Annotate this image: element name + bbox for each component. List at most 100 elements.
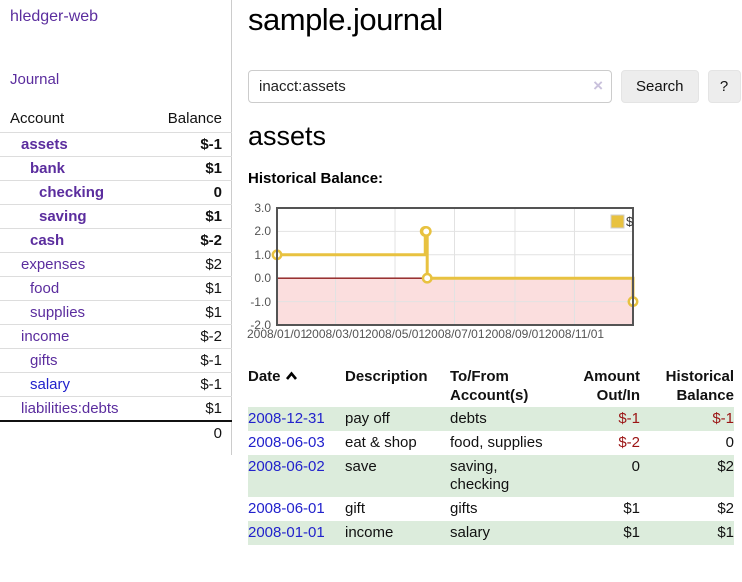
- sidebar-account-link[interactable]: income: [21, 328, 70, 345]
- register-accounts-cell: food, supplies: [450, 434, 543, 451]
- register-amount-cell: $-1: [618, 410, 640, 427]
- page-title: sample.journal: [248, 2, 443, 37]
- account-row: expenses $2: [0, 252, 232, 277]
- sidebar-account-link[interactable]: food: [30, 280, 60, 297]
- x-axis-tick-label: 2008/03/01: [305, 327, 366, 341]
- register-date-cell: 2008-06-02: [248, 455, 345, 497]
- y-axis-tick-label: 2.0: [254, 224, 271, 239]
- register-amount-cell: $1: [623, 524, 640, 541]
- accounts-table: Account Balance assets $-1 bank $1 checking 0…: [0, 106, 232, 445]
- register-description-cell: gift: [345, 500, 366, 517]
- register-header-amount: Amount Out/In: [583, 368, 640, 404]
- y-axis-tick-label: -1.0: [250, 294, 271, 309]
- account-heading: assets: [248, 121, 327, 151]
- transaction-date-link[interactable]: 2008-12-31: [248, 410, 325, 427]
- sidebar-account-balance: $1: [150, 276, 232, 301]
- account-row: cash $-2: [0, 228, 232, 253]
- sidebar-account-balance: $1: [150, 396, 232, 421]
- x-axis-tick-label: 2008/11/01: [544, 327, 605, 341]
- register-header-balance: Historical Balance: [665, 368, 734, 404]
- table-row: 2008-01-01 income salary $1 $1: [248, 521, 734, 545]
- register-accounts-cell: saving, checking: [450, 458, 510, 493]
- register-accounts-cell: salary: [450, 524, 491, 541]
- register-accounts-cell: debts: [450, 410, 487, 427]
- sidebar-account-link[interactable]: bank: [30, 160, 66, 177]
- accounts-header-balance: Balance: [167, 110, 222, 127]
- register-amount-cell: 0: [631, 458, 640, 475]
- register-accounts-cell: gifts: [450, 500, 478, 517]
- help-button[interactable]: ?: [707, 70, 741, 103]
- sort-ascending-icon: [285, 371, 297, 380]
- account-row: salary $-1: [0, 372, 232, 397]
- account-row: checking 0: [0, 180, 232, 205]
- register-table-body: 2008-12-31 pay off debts $-1 $-1 2008-06-03 ea…: [248, 407, 734, 545]
- sidebar-account-link[interactable]: assets: [21, 136, 68, 153]
- register-header-date[interactable]: Date: [248, 363, 345, 407]
- sidebar-account-balance: 0: [150, 180, 232, 205]
- register-date-cell: 2008-06-03: [248, 431, 345, 455]
- account-row: liabilities:debts $1: [0, 396, 232, 421]
- sidebar-account-link[interactable]: expenses: [21, 256, 86, 273]
- transaction-date-link[interactable]: 2008-06-02: [248, 458, 325, 475]
- search-button[interactable]: Search: [621, 70, 699, 103]
- sidebar-account-balance: $2: [150, 252, 232, 277]
- sidebar-account-link[interactable]: checking: [39, 184, 105, 201]
- sidebar-account-balance: $1: [150, 204, 232, 229]
- register-header-description: Description: [345, 368, 428, 385]
- register-balance-cell: $-1: [712, 410, 734, 427]
- table-row: 2008-06-02 save saving, checking 0 $2: [248, 455, 734, 497]
- register-description-cell: save: [345, 458, 377, 475]
- sidebar-account-link[interactable]: cash: [30, 232, 65, 249]
- x-axis-tick-label: 2008/09/01: [484, 327, 545, 341]
- account-row: saving $1: [0, 204, 232, 229]
- sidebar-account-link[interactable]: supplies: [30, 304, 86, 321]
- sidebar: hledger-web Journal Account Balance asse…: [0, 0, 232, 455]
- chart-heading: Historical Balance:: [248, 170, 384, 187]
- register-description-cell: eat & shop: [345, 434, 417, 451]
- historical-balance-chart: $ 3.0 2.0 1.0 0.0 -1.0 -2.0 2008/01/01 2008/03/…: [240, 200, 742, 350]
- clear-search-icon[interactable]: ×: [593, 76, 603, 95]
- transaction-date-link[interactable]: 2008-06-03: [248, 434, 325, 451]
- table-row: 2008-06-01 gift gifts $1 $2: [248, 497, 734, 521]
- x-axis-tick-label: 2008/07/01: [424, 327, 485, 341]
- register-balance-cell: $2: [717, 458, 734, 475]
- app-title-link[interactable]: hledger-web: [10, 8, 99, 25]
- sidebar-account-link[interactable]: saving: [39, 208, 87, 225]
- accounts-total-spacer: [0, 420, 151, 445]
- register-table: Date Description To/From Account(s) Amou…: [248, 363, 734, 545]
- y-axis-tick-label: 3.0: [254, 201, 271, 215]
- y-axis-tick-label: 1.0: [254, 247, 271, 262]
- transaction-date-link[interactable]: 2008-01-01: [248, 524, 325, 541]
- register-balance-cell: $1: [717, 524, 734, 541]
- sidebar-account-balance: $-2: [150, 228, 232, 253]
- sidebar-account-balance: $-1: [150, 348, 232, 373]
- search-input[interactable]: [248, 70, 612, 103]
- register-amount-cell: $-2: [618, 434, 640, 451]
- sidebar-account-balance: $-1: [150, 372, 232, 397]
- sidebar-account-link[interactable]: gifts: [30, 352, 58, 369]
- y-axis-tick-label: -2.0: [250, 318, 271, 332]
- transaction-date-link[interactable]: 2008-06-01: [248, 500, 325, 517]
- account-row: assets $-1: [0, 132, 232, 157]
- account-row: bank $1: [0, 156, 232, 181]
- y-axis-tick-label: 0.0: [254, 271, 271, 286]
- register-description-cell: pay off: [345, 410, 390, 427]
- register-date-cell: 2008-06-01: [248, 497, 345, 521]
- register-header-accounts: To/From Account(s): [450, 368, 529, 404]
- register-balance-cell: $2: [717, 500, 734, 517]
- x-axis-tick-label: 2008/01/01: [246, 327, 308, 341]
- register-amount-cell: $1: [623, 500, 640, 517]
- chart-plot: $: [271, 207, 639, 326]
- sidebar-account-link[interactable]: salary: [30, 376, 71, 393]
- table-row: 2008-12-31 pay off debts $-1 $-1: [248, 407, 734, 431]
- account-row: food $1: [0, 276, 232, 301]
- register-date-cell: 2008-12-31: [248, 407, 345, 431]
- main-content: sample.journal × Search ? assets Histori…: [240, 0, 742, 582]
- sidebar-item-journal[interactable]: Journal: [10, 71, 60, 88]
- accounts-header-account: Account: [10, 110, 65, 127]
- register-date-cell: 2008-01-01: [248, 521, 345, 545]
- register-balance-cell: 0: [725, 434, 734, 451]
- sidebar-account-balance: $1: [150, 300, 232, 325]
- account-row: supplies $1: [0, 300, 232, 325]
- sidebar-account-link[interactable]: liabilities:debts: [21, 400, 119, 417]
